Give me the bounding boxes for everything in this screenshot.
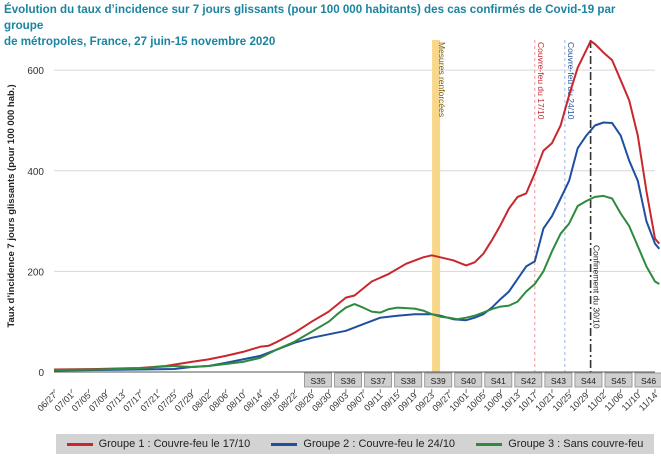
week-box-s45 — [604, 372, 633, 388]
annotations: Mesures renforcées Couvre-feu du 17/10 Cou… — [432, 40, 602, 372]
week-label-s46: S46 — [641, 376, 656, 386]
week-box-s39 — [424, 372, 453, 388]
week-box-s36 — [334, 372, 362, 388]
week-box-s40 — [454, 372, 483, 388]
legend-item-groupe-1: Groupe 1 : Couvre-feu le 17/10 — [66, 438, 251, 450]
x-tick-label-11-14: 11/14 — [637, 390, 660, 413]
x-tick-label-09-07: 09/07 — [344, 390, 367, 413]
legend-label-groupe-3: Groupe 3 : Sans couvre-feu — [508, 438, 644, 450]
week-box-s37 — [364, 372, 393, 388]
week-box-s46 — [634, 372, 661, 388]
chart-title-line1: Évolution du taux d’incidence sur 7 jour… — [4, 3, 616, 32]
legend-swatch-groupe-3 — [476, 442, 503, 446]
week-box-s43 — [544, 372, 573, 388]
week-box-s44 — [574, 372, 603, 388]
week-label-s39: S39 — [431, 376, 446, 386]
week-label-s41: S41 — [491, 376, 506, 386]
week-label-s37: S37 — [371, 376, 386, 386]
x-tick-label-11-06: 11/06 — [603, 390, 626, 413]
week-label-s35: S35 — [310, 376, 325, 386]
y-tick-label-200: 200 — [27, 267, 44, 278]
week-label-s45: S45 — [611, 376, 626, 386]
legend-swatch-groupe-2 — [271, 442, 298, 446]
legend-swatch-groupe-1 — [66, 442, 93, 446]
week-box-s41 — [484, 372, 513, 388]
week-label-s38: S38 — [401, 376, 416, 386]
annotation-1-label: Couvre-feu du 17/10 — [536, 42, 546, 120]
legend-label-groupe-1: Groupe 1 : Couvre-feu le 17/10 — [98, 438, 251, 450]
y-tick-label-400: 400 — [27, 167, 44, 178]
y-axis-title: Taux d’incidence 7 jours glissants (pour… — [6, 84, 17, 327]
chart-title: Évolution du taux d’incidence sur 7 jour… — [4, 2, 654, 50]
week-boxes: S35 S36 S37 S38 S39 S40 S41 S42 S43 S44 S45 S46 — [304, 372, 661, 388]
annotation-0-band — [432, 40, 441, 372]
week-label-s43: S43 — [551, 376, 566, 386]
week-label-s44: S44 — [581, 376, 596, 386]
x-tick-label-10-29: 10/29 — [568, 390, 591, 413]
week-label-s42: S42 — [521, 376, 536, 386]
legend-item-groupe-3: Groupe 3 : Sans couvre-feu — [476, 438, 643, 450]
week-box-s38 — [394, 372, 423, 388]
series-line-groupe-2 — [53, 121, 661, 372]
legend-item-groupe-2: Groupe 2 : Couvre-feu le 24/10 — [271, 438, 455, 450]
week-label-s40: S40 — [461, 376, 476, 386]
legend-label-groupe-2: Groupe 2 : Couvre-feu le 24/10 — [303, 438, 456, 450]
series-line-groupe-1 — [53, 40, 661, 371]
x-tick-label-11-02: 11/02 — [585, 390, 608, 413]
week-box-s35 — [304, 372, 332, 388]
y-tick-label-600: 600 — [27, 66, 44, 77]
axes: 020040060006/2707/0107/0507/0907/1307/17… — [6, 66, 659, 413]
series-line-groupe-3 — [53, 194, 660, 371]
y-tick-label-0: 0 — [38, 368, 44, 379]
annotation-2-label: Couvre-feu du 24/10 — [566, 42, 576, 120]
chart-title-line2: de métropoles, France, 27 juin-15 novemb… — [4, 35, 276, 48]
annotation-3-label: Confinement du 30/10 — [592, 245, 602, 329]
series-lines — [53, 40, 661, 372]
annotation-0-label: Mesures renforcées — [437, 42, 447, 117]
x-tick-label-11-10: 11/10 — [620, 390, 643, 413]
week-label-s36: S36 — [340, 376, 355, 386]
legend: Groupe 1 : Couvre-feu le 17/10 Groupe 2 … — [56, 434, 654, 454]
week-box-s42 — [514, 372, 543, 388]
